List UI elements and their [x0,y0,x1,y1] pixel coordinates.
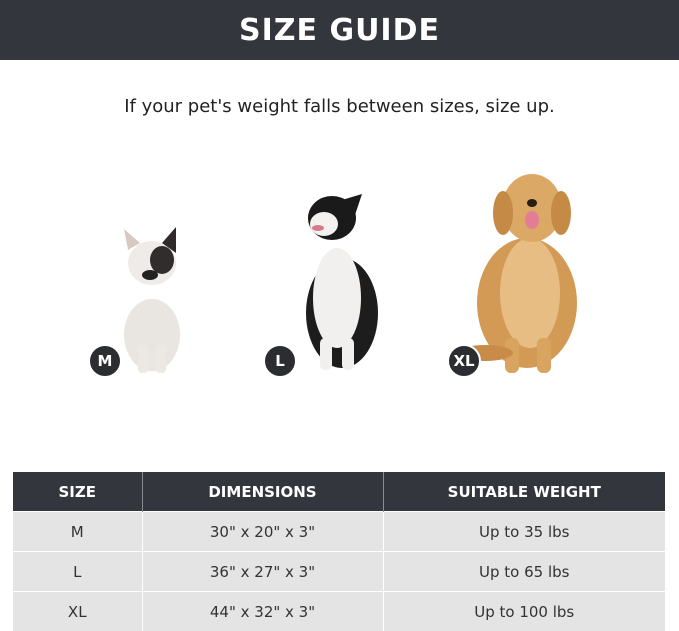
cell-weight: Up to 100 lbs [383,592,665,631]
page-title: SIZE GUIDE [239,13,440,48]
border-collie-image [292,188,392,378]
header-size: SIZE [13,472,142,512]
golden-retriever-image [455,168,585,378]
cell-size: L [13,552,142,592]
header-suitable-weight: SUITABLE WEIGHT [383,472,665,512]
size-badge-xl: XL [447,344,481,378]
header-banner: SIZE GUIDE [0,0,679,60]
cell-dimensions: 30" x 20" x 3" [142,512,383,552]
table-row: XL 44" x 32" x 3" Up to 100 lbs [13,592,665,631]
table-row: M 30" x 20" x 3" Up to 35 lbs [13,512,665,552]
french-bulldog-image [110,225,195,375]
cell-size: XL [13,592,142,631]
cell-size: M [13,512,142,552]
table-header-row: SIZE DIMENSIONS SUITABLE WEIGHT [13,472,665,512]
size-badge-l: L [263,344,297,378]
cell-weight: Up to 65 lbs [383,552,665,592]
subtitle: If your pet's weight falls between sizes… [0,96,679,117]
cell-weight: Up to 35 lbs [383,512,665,552]
size-badge-m: M [88,344,122,378]
size-table: SIZE DIMENSIONS SUITABLE WEIGHT M 30" x … [13,472,665,631]
header-dimensions: DIMENSIONS [142,472,383,512]
cell-dimensions: 36" x 27" x 3" [142,552,383,592]
table-row: L 36" x 27" x 3" Up to 65 lbs [13,552,665,592]
cell-dimensions: 44" x 32" x 3" [142,592,383,631]
